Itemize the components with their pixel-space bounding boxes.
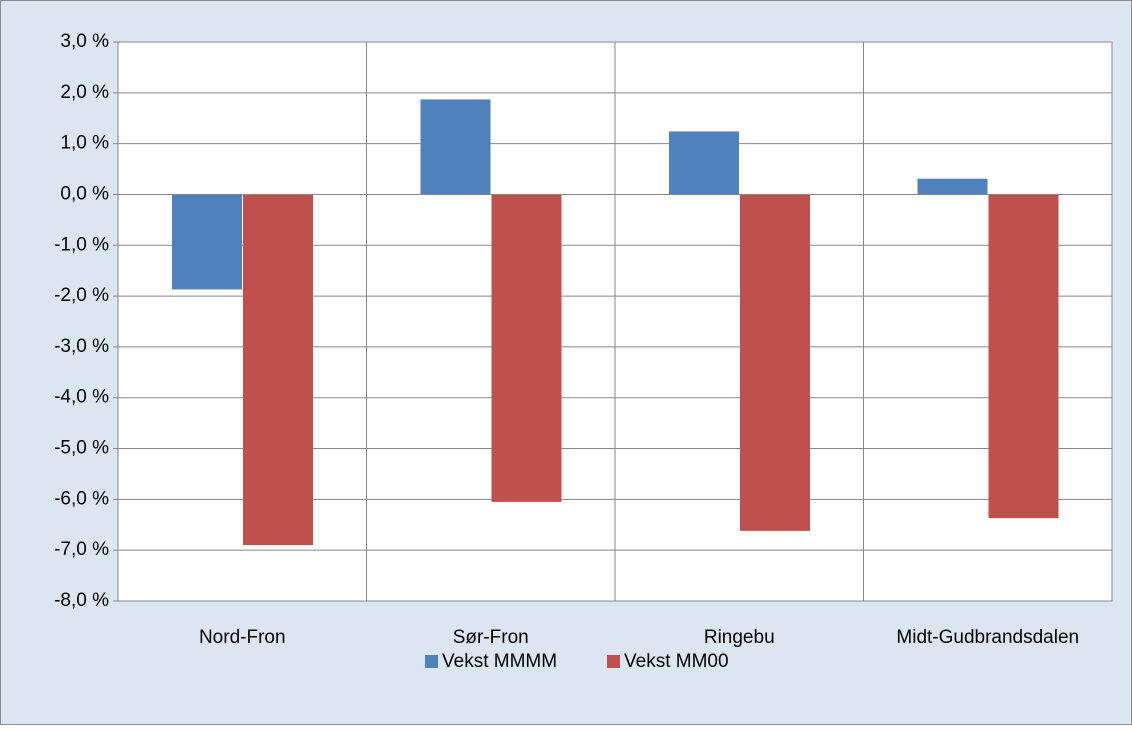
x-tick-label: Ringebu	[704, 627, 775, 648]
y-tick-label: -6,0 %	[54, 488, 109, 509]
y-tick-label: 0,0 %	[60, 183, 109, 204]
bar	[988, 194, 1059, 519]
y-tick-label: 3,0 %	[60, 31, 109, 52]
x-tick-label: Midt-Gudbrandsdalen	[896, 627, 1079, 648]
y-tick-label: -7,0 %	[54, 539, 109, 560]
bar	[420, 99, 491, 195]
y-tick-label: -2,0 %	[54, 285, 109, 306]
bar	[172, 194, 242, 290]
y-tick-label: -1,0 %	[54, 234, 109, 255]
legend-swatch	[425, 655, 438, 668]
y-tick-label: -3,0 %	[54, 336, 109, 357]
bar	[243, 194, 313, 546]
legend-label: Vekst MMMM	[442, 651, 557, 672]
legend-swatch	[607, 655, 620, 668]
bar	[491, 194, 562, 502]
y-tick-label: -4,0 %	[54, 387, 109, 408]
y-tick-label: 2,0 %	[60, 82, 109, 103]
legend-label: Vekst MM00	[624, 651, 729, 672]
y-tick-label: -8,0 %	[54, 590, 109, 611]
x-tick-label: Nord-Fron	[199, 627, 286, 648]
bar	[917, 178, 988, 195]
bar	[740, 194, 810, 531]
y-tick-label: -5,0 %	[54, 438, 109, 459]
x-tick-label: Sør-Fron	[453, 627, 529, 648]
y-tick-label: 1,0 %	[60, 133, 109, 154]
bar	[669, 131, 739, 195]
